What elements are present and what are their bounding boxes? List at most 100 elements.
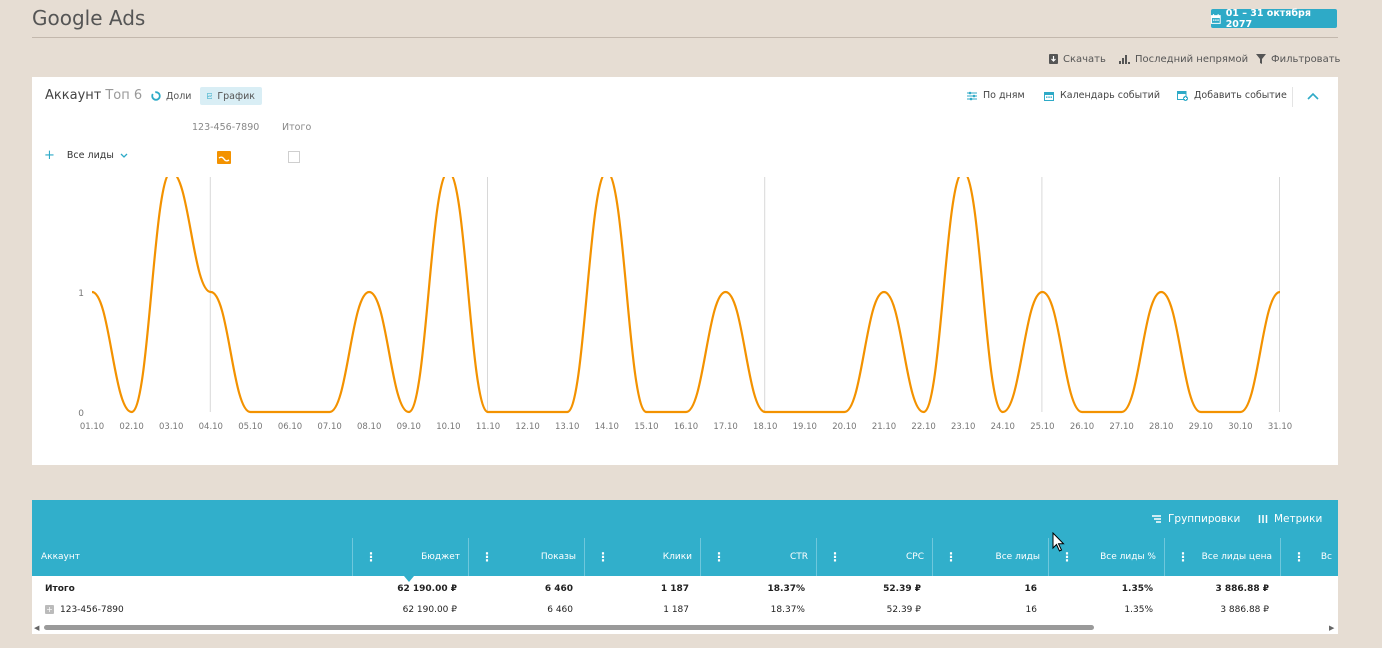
x-tick-label: 25.10 xyxy=(1030,422,1054,432)
table-cell: Итого xyxy=(32,578,352,599)
scroll-left-arrow-icon[interactable]: ◀ xyxy=(34,624,40,632)
add-event-button[interactable]: Добавить событие xyxy=(1177,90,1287,101)
x-tick-label: 31.10 xyxy=(1268,422,1292,432)
column-menu-icon[interactable]: ⋮ xyxy=(1177,550,1189,564)
x-tick-label: 11.10 xyxy=(476,422,500,432)
events-calendar-button[interactable]: Календарь событий xyxy=(1044,90,1160,101)
by-days-label: По дням xyxy=(983,90,1025,101)
x-tick-label: 27.10 xyxy=(1109,422,1133,432)
column-header-1[interactable]: ⋮ Бюджет xyxy=(352,538,468,576)
column-header-label: Все лиды цена xyxy=(1201,552,1272,562)
table-row-account[interactable]: +123-456-7890 62 190.00 ₽ 6 460 1 187 18.37%… xyxy=(32,599,1338,620)
data-table-card: Группировки Метрики Аккаунт ⋮ Бюджет ⋮ Показ… xyxy=(32,500,1338,634)
horizontal-scrollbar[interactable]: ◀ ▶ xyxy=(32,622,1338,634)
download-button[interactable]: Скачать xyxy=(1049,52,1106,66)
title-divider xyxy=(32,37,1338,38)
metric-selector[interactable]: + Все лиды xyxy=(44,147,128,163)
download-icon xyxy=(1049,54,1058,64)
calendar-icon xyxy=(1211,13,1221,24)
column-menu-icon[interactable]: ⋮ xyxy=(829,550,841,564)
x-tick-label: 05.10 xyxy=(238,422,262,432)
column-menu-icon[interactable]: ⋮ xyxy=(945,550,957,564)
column-header-8[interactable]: ⋮ Все лиды цена xyxy=(1164,538,1280,576)
table-cell-value: 3 886.88 ₽ xyxy=(1215,583,1269,594)
table-cell: 3 886.88 ₽ xyxy=(1164,599,1280,620)
x-tick-label: 01.10 xyxy=(80,422,104,432)
table-cell: 62 190.00 ₽ xyxy=(352,578,468,599)
metrics-button[interactable]: Метрики xyxy=(1258,513,1322,525)
column-menu-icon[interactable]: ⋮ xyxy=(713,550,725,564)
collapse-chevron-up-icon[interactable] xyxy=(1307,92,1319,100)
table-cell: 6 460 xyxy=(468,578,584,599)
column-header-7[interactable]: ⋮ Все лиды % xyxy=(1048,538,1164,576)
column-header-label: Клики xyxy=(662,552,692,562)
bar-chart-icon xyxy=(1119,55,1130,64)
column-header-label: Показы xyxy=(540,552,576,562)
attribution-button[interactable]: Последний непрямой xyxy=(1119,52,1248,66)
x-tick-label: 14.10 xyxy=(595,422,619,432)
x-tick-label: 16.10 xyxy=(674,422,698,432)
column-menu-icon[interactable]: ⋮ xyxy=(365,550,377,564)
table-cell: 1.35% xyxy=(1048,578,1164,599)
table-cell-value: 6 460 xyxy=(544,583,573,594)
column-menu-icon[interactable]: ⋮ xyxy=(1293,550,1305,564)
x-tick-label: 04.10 xyxy=(199,422,223,432)
table-cell-value: 16 xyxy=(1025,604,1037,615)
column-header-label: Аккаунт xyxy=(41,552,80,562)
table-cell: 52.39 ₽ xyxy=(816,578,932,599)
groupings-button[interactable]: Группировки xyxy=(1152,513,1240,525)
table-cell: 1.35% xyxy=(1048,599,1164,620)
column-header-2[interactable]: ⋮ Показы xyxy=(468,538,584,576)
column-menu-icon[interactable]: ⋮ xyxy=(481,550,493,564)
table-toolbar: Группировки Метрики xyxy=(32,500,1338,538)
series-column-total: Итого xyxy=(282,122,312,133)
column-header-label: Все лиды % xyxy=(1100,552,1156,562)
table-cell-value: 3 886.88 ₽ xyxy=(1220,604,1269,615)
line-chart: 0 1 2 01.10 02.10 03.10 04.10 05.10 06.10 07.10 0… xyxy=(78,177,1292,432)
column-header-label: Bc xyxy=(1320,552,1332,562)
add-event-label: Добавить событие xyxy=(1194,90,1287,101)
column-header-6[interactable]: ⋮ Все лиды xyxy=(932,538,1048,576)
x-tick-label: 07.10 xyxy=(317,422,341,432)
column-header-3[interactable]: ⋮ Клики xyxy=(584,538,700,576)
by-days-button[interactable]: По дням xyxy=(967,90,1025,101)
view-shares-label: Доли xyxy=(166,90,192,102)
table-cell: +123-456-7890 xyxy=(32,599,352,620)
groupings-label: Группировки xyxy=(1168,513,1241,525)
column-menu-icon[interactable]: ⋮ xyxy=(597,550,609,564)
expand-row-icon[interactable]: + xyxy=(45,605,54,614)
chart-subtitle: Топ 6 xyxy=(105,88,143,103)
table-cell-value: 16 xyxy=(1024,583,1037,594)
view-graph-button[interactable]: График xyxy=(200,87,262,105)
series-toggle-total[interactable] xyxy=(288,151,300,163)
column-header-0[interactable]: Аккаунт xyxy=(32,538,352,576)
x-tick-label: 22.10 xyxy=(911,422,935,432)
scrollbar-thumb[interactable] xyxy=(44,625,1094,630)
table-cell-value: Итого xyxy=(45,583,75,594)
column-header-9[interactable]: ⋮ Bc xyxy=(1280,538,1338,576)
line-chart-icon xyxy=(207,93,213,99)
series-toggle-account[interactable] xyxy=(217,151,231,164)
plus-icon[interactable]: + xyxy=(44,147,55,163)
date-range-button[interactable]: 01 – 31 октября 2077 xyxy=(1211,8,1337,30)
view-graph-label: График xyxy=(217,90,255,102)
column-header-label: CPC xyxy=(906,552,924,562)
table-cell-value: 1 187 xyxy=(663,604,689,615)
sort-indicator-icon xyxy=(404,576,414,582)
filter-button[interactable]: Фильтровать xyxy=(1256,52,1340,66)
table-cell: 6 460 xyxy=(468,599,584,620)
metric-label: Все лиды xyxy=(66,150,114,161)
chevron-down-icon xyxy=(120,153,128,158)
calendar-icon xyxy=(1044,91,1054,101)
table-cell-value: 123-456-7890 xyxy=(60,604,124,615)
table-cell-value: 18.37% xyxy=(770,604,805,615)
column-header-label: Все лиды xyxy=(995,552,1040,562)
column-menu-icon[interactable]: ⋮ xyxy=(1061,550,1073,564)
calendar-add-icon xyxy=(1177,91,1188,101)
table-cell: 16 xyxy=(932,599,1048,620)
scroll-right-arrow-icon[interactable]: ▶ xyxy=(1329,624,1335,632)
column-header-5[interactable]: ⋮ CPC xyxy=(816,538,932,576)
view-shares-button[interactable]: Доли xyxy=(144,87,198,105)
x-tick-label: 20.10 xyxy=(832,422,856,432)
column-header-4[interactable]: ⋮ CTR xyxy=(700,538,816,576)
